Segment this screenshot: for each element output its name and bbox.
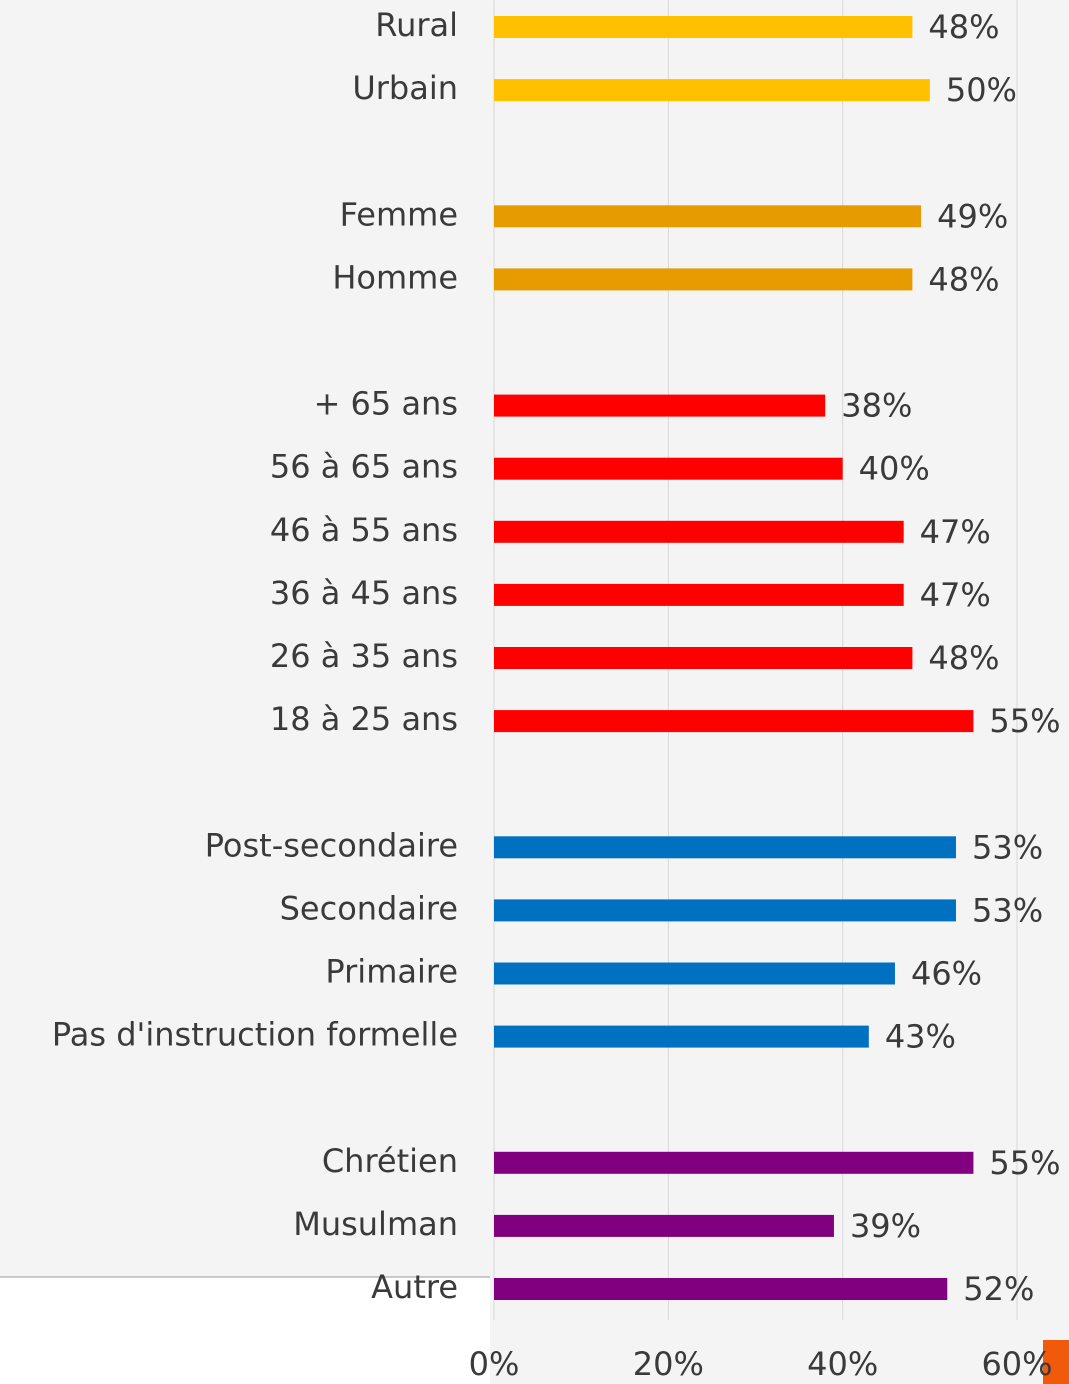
value-label: 48% bbox=[928, 8, 999, 46]
category-label: Homme bbox=[332, 258, 458, 296]
category-label: Secondaire bbox=[280, 889, 458, 927]
category-label: Rural bbox=[375, 6, 458, 44]
category-label: Urbain bbox=[352, 69, 458, 107]
category-label: 26 à 35 ans bbox=[270, 637, 458, 675]
bar bbox=[494, 1151, 974, 1174]
bar bbox=[494, 79, 930, 102]
bar bbox=[494, 205, 922, 228]
category-label: Femme bbox=[340, 195, 458, 233]
value-label: 55% bbox=[989, 1144, 1060, 1182]
value-label: 47% bbox=[920, 576, 991, 614]
bar bbox=[494, 268, 913, 291]
x-tick-label: 60% bbox=[981, 1345, 1052, 1383]
value-label: 38% bbox=[841, 387, 912, 425]
bar bbox=[494, 710, 974, 733]
category-label: 36 à 45 ans bbox=[270, 574, 458, 612]
x-tick-label: 20% bbox=[633, 1345, 704, 1383]
x-tick-label: 0% bbox=[469, 1345, 520, 1383]
category-label: Post-secondaire bbox=[205, 826, 458, 864]
value-label: 55% bbox=[989, 702, 1060, 740]
bar bbox=[494, 583, 904, 606]
category-label: 18 à 25 ans bbox=[270, 700, 458, 738]
value-label: 49% bbox=[937, 197, 1008, 235]
bar bbox=[494, 1025, 869, 1048]
bar bbox=[494, 394, 826, 417]
bar bbox=[494, 16, 913, 38]
value-label: 46% bbox=[911, 955, 982, 993]
category-label: Chrétien bbox=[322, 1142, 458, 1180]
bar bbox=[494, 457, 843, 480]
value-label: 40% bbox=[859, 450, 930, 488]
bar bbox=[494, 1278, 948, 1300]
category-label: 46 à 55 ans bbox=[270, 511, 458, 549]
category-label: Musulman bbox=[293, 1205, 458, 1243]
corner-mark bbox=[1043, 1340, 1069, 1384]
bar bbox=[494, 962, 895, 985]
bar bbox=[494, 899, 956, 922]
category-label: + 65 ans bbox=[314, 385, 458, 423]
value-label: 53% bbox=[972, 891, 1043, 929]
x-tick-label: 40% bbox=[807, 1345, 878, 1383]
value-label: 43% bbox=[885, 1018, 956, 1056]
value-label: 50% bbox=[946, 71, 1017, 109]
value-label: 52% bbox=[963, 1270, 1034, 1308]
category-label: Primaire bbox=[325, 953, 458, 991]
value-label: 47% bbox=[920, 513, 991, 551]
bar bbox=[494, 647, 913, 669]
category-label: 56 à 65 ans bbox=[270, 448, 458, 486]
category-label: Autre bbox=[371, 1268, 458, 1306]
panel bbox=[0, 1277, 490, 1384]
value-label: 39% bbox=[850, 1207, 921, 1245]
category-label: Pas d'instruction formelle bbox=[52, 1016, 458, 1054]
bar bbox=[494, 836, 956, 859]
bar bbox=[494, 520, 904, 543]
value-label: 48% bbox=[928, 639, 999, 677]
value-label: 48% bbox=[928, 260, 999, 298]
value-label: 53% bbox=[972, 828, 1043, 866]
bar bbox=[494, 1214, 834, 1237]
